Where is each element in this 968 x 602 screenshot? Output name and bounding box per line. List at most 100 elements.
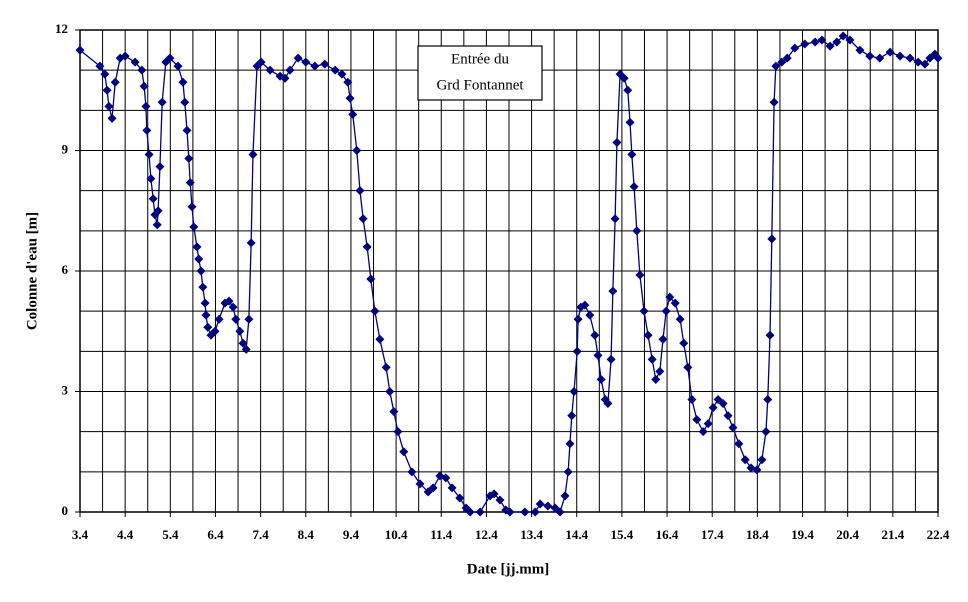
data-point: [567, 411, 577, 421]
data-point: [285, 65, 295, 75]
data-point: [141, 101, 151, 111]
data-point: [343, 77, 353, 87]
data-point: [399, 447, 409, 457]
data-point: [355, 186, 365, 196]
data-point: [761, 427, 771, 437]
data-point: [241, 344, 251, 354]
data-point: [679, 338, 689, 348]
data-point: [120, 51, 130, 61]
data-point: [194, 254, 204, 264]
data-point: [293, 53, 303, 63]
x-tick-label: 5.4: [162, 527, 179, 542]
data-point: [381, 362, 391, 372]
x-tick-label: 15.4: [611, 527, 634, 542]
data-point: [370, 306, 380, 316]
data-point: [210, 326, 220, 336]
data-point: [465, 507, 475, 517]
data-point: [740, 455, 750, 465]
data-point: [200, 298, 210, 308]
x-tick-label: 11.4: [430, 527, 453, 542]
data-point: [769, 97, 779, 107]
data-point: [280, 73, 290, 83]
data-point: [728, 423, 738, 433]
data-point: [875, 53, 885, 63]
data-point: [102, 85, 112, 95]
data-point: [182, 125, 192, 135]
data-point: [415, 479, 425, 489]
data-point: [366, 274, 376, 284]
data-point: [585, 310, 595, 320]
data-point: [447, 483, 457, 493]
data-point: [771, 61, 781, 71]
data-point: [838, 31, 848, 41]
data-point: [530, 507, 540, 517]
y-tick-label: 9: [62, 141, 69, 156]
annotation-box: [417, 45, 543, 101]
x-tick-label: 18.4: [746, 527, 769, 542]
data-point: [569, 387, 579, 396]
data-point: [203, 322, 213, 332]
data-point: [651, 374, 661, 384]
data-point: [246, 238, 256, 248]
data-point: [596, 374, 606, 384]
data-point: [157, 97, 167, 107]
data-point: [675, 314, 685, 324]
data-point: [718, 399, 728, 409]
data-point: [687, 395, 697, 405]
data-point: [231, 314, 241, 324]
x-tick-label: 20.4: [836, 527, 859, 542]
data-point: [625, 117, 635, 127]
data-point: [520, 507, 530, 517]
data-point: [407, 467, 417, 477]
data-point: [535, 499, 545, 509]
data-point: [152, 220, 162, 230]
data-point: [192, 242, 202, 252]
data-point: [320, 59, 330, 69]
data-point: [590, 330, 600, 340]
data-point: [670, 298, 680, 308]
data-point: [612, 137, 622, 147]
data-point: [782, 53, 792, 63]
data-point: [358, 214, 368, 224]
data-point: [580, 300, 590, 310]
y-axis-title: Colonne d'eau [m]: [24, 212, 40, 330]
data-point: [153, 206, 163, 216]
data-point: [330, 65, 340, 75]
data-point: [178, 77, 188, 87]
data-point: [560, 491, 570, 501]
data-point: [130, 57, 140, 67]
data-point: [603, 399, 613, 409]
data-point: [810, 37, 820, 47]
y-tick-label: 3: [62, 382, 69, 397]
data-point: [757, 455, 767, 465]
annotation: Entrée du: [451, 51, 509, 67]
data-point: [256, 57, 266, 67]
data-point: [610, 214, 620, 224]
data-point: [933, 53, 943, 63]
data-point: [593, 350, 603, 360]
data-point: [635, 270, 645, 280]
data-point: [573, 314, 583, 324]
data-point: [362, 242, 372, 252]
data-point: [352, 146, 362, 155]
data-point: [180, 97, 190, 107]
data-point: [173, 61, 183, 71]
data-point: [214, 314, 224, 324]
data-point: [703, 419, 713, 429]
x-tick-label: 8.4: [298, 527, 315, 542]
data-point: [665, 292, 675, 302]
x-tick-label: 4.4: [117, 527, 134, 542]
data-point: [825, 41, 835, 51]
data-point: [148, 194, 158, 204]
data-point: [639, 306, 649, 316]
x-tick-label: 17.4: [701, 527, 724, 542]
data-point: [606, 354, 616, 364]
data-point: [734, 439, 744, 449]
data-point: [495, 495, 505, 505]
data-point: [572, 346, 582, 356]
data-point: [385, 387, 395, 396]
x-axis-title: Date [jj.mm]: [467, 561, 549, 577]
data-point: [777, 57, 787, 67]
data-point: [765, 330, 775, 340]
data-point: [658, 334, 668, 344]
